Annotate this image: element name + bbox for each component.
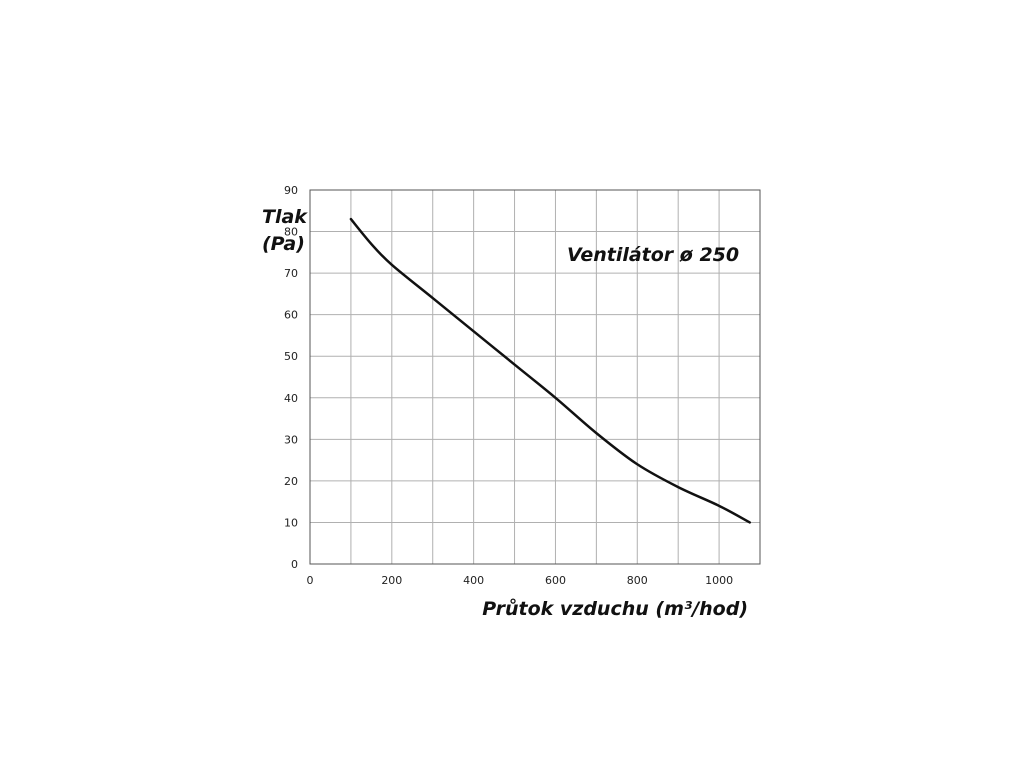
y-tick-label: 80 xyxy=(284,226,298,239)
x-tick-labels: 0 200 400 600 800 1000 xyxy=(307,574,734,587)
x-tick-label: 600 xyxy=(545,574,566,587)
x-tick-label: 0 xyxy=(307,574,314,587)
y-tick-label: 30 xyxy=(284,433,298,446)
y-tick-label: 10 xyxy=(284,516,298,529)
y-tick-labels: 0 10 20 30 40 50 60 70 80 90 xyxy=(284,184,298,571)
plot-frame xyxy=(309,189,761,565)
y-axis-label-line2: (Pa) xyxy=(262,233,305,255)
y-tick-label: 20 xyxy=(284,475,298,488)
y-tick-label: 70 xyxy=(284,267,298,280)
y-tick-label: 90 xyxy=(284,184,298,197)
y-tick-label: 60 xyxy=(284,309,298,322)
y-tick-label: 50 xyxy=(284,350,298,363)
x-tick-label: 400 xyxy=(463,574,484,587)
x-tick-label: 1000 xyxy=(705,574,733,587)
y-tick-label: 40 xyxy=(284,392,298,405)
chart-title: Ventilátor ø 250 xyxy=(567,244,739,266)
x-tick-label: 200 xyxy=(381,574,402,587)
y-tick-label: 0 xyxy=(291,558,298,571)
x-axis-label: Průtok vzduchu (m³/hod) xyxy=(482,597,748,620)
horizontal-gridlines xyxy=(310,231,760,523)
vertical-gridlines xyxy=(350,190,720,564)
x-tick-label: 800 xyxy=(627,574,648,587)
y-axis-label-line1: Tlak xyxy=(262,206,308,228)
series-line xyxy=(349,217,752,524)
